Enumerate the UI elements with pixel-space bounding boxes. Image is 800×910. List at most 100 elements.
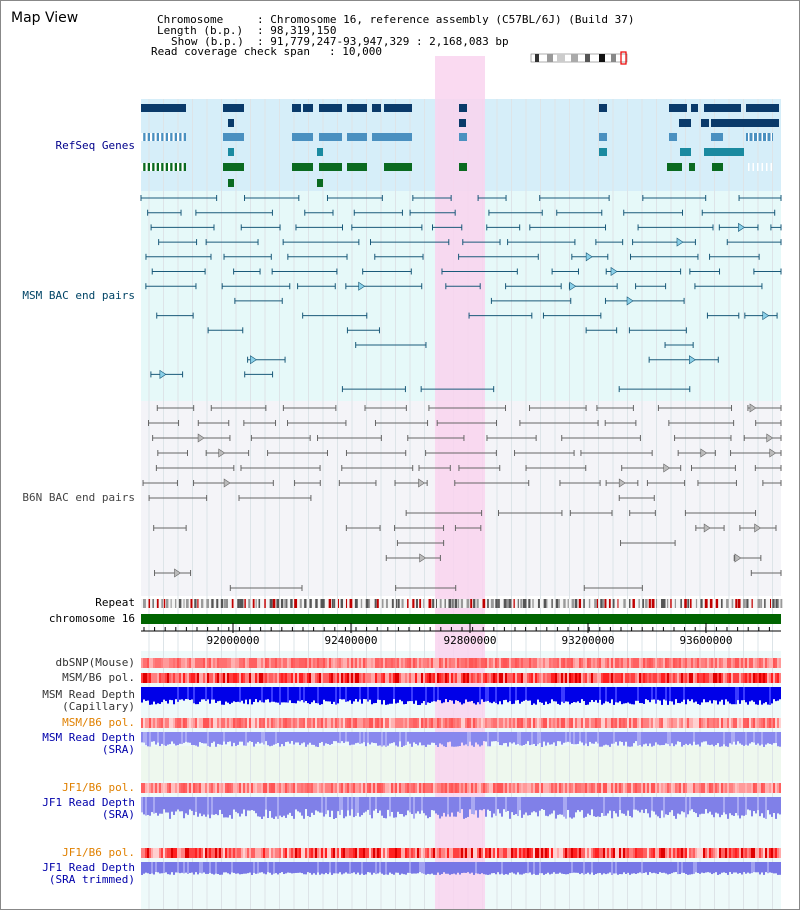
msm-depth-capillary-bar — [623, 687, 625, 704]
dbsnp-cell — [429, 658, 431, 668]
msm-b6-pol-cell — [199, 673, 201, 683]
jf1-depth-trimmed-bar — [377, 862, 379, 874]
msm-depth-capillary-bar — [655, 687, 657, 704]
msm-depth-sra-bar — [673, 732, 675, 747]
jf1-b6-pol-2-cell — [493, 848, 495, 858]
msm-depth-sra-bar — [153, 732, 155, 742]
msm-b6-pol-2-cell — [367, 718, 369, 728]
track-label-b6n-bac[interactable]: B6N BAC end pairs — [22, 491, 135, 504]
jf1-b6-pol-2-cell — [141, 848, 143, 858]
jf1-b6-pol-2-cell — [279, 848, 281, 858]
jf1-depth-trimmed-bar — [323, 862, 325, 875]
jf1-depth-sra-bar — [201, 797, 203, 817]
msm-b6-pol-2-cell — [293, 718, 295, 728]
jf1-b6-pol-cell — [185, 783, 187, 793]
jf1-b6-pol-2-cell — [155, 848, 157, 858]
jf1-b6-pol-2-cell — [433, 848, 435, 858]
jf1-depth-sra-bar — [227, 797, 229, 818]
jf1-b6-pol-cell — [211, 783, 213, 793]
msm-depth-capillary-bar — [639, 687, 641, 704]
msm-b6-pol-cell — [417, 673, 419, 683]
msm-b6-pol-2-cell — [691, 718, 693, 728]
jf1-b6-pol-cell — [153, 783, 155, 793]
jf1-depth-sra-bar — [161, 797, 163, 814]
jf1-depth-sra-bar — [179, 797, 181, 812]
repeat-element — [715, 599, 719, 608]
msm-b6-pol-cell — [177, 673, 179, 683]
jf1-depth-trimmed-bar — [755, 862, 757, 873]
jf1-depth-sra-bar — [523, 797, 525, 815]
msm-b6-pol-2-cell — [723, 718, 725, 728]
bac-end-arrow — [676, 237, 684, 247]
msm-depth-capillary-bar — [303, 687, 305, 703]
msm-b6-pol-cell — [253, 673, 255, 683]
msm-depth-sra-bar — [423, 732, 425, 746]
jf1-b6-pol-cell — [667, 783, 669, 793]
jf1-b6-pol-2-cell — [567, 848, 569, 858]
refseq-gene-track[interactable] — [141, 104, 779, 187]
msm-depth-capillary-bar — [215, 687, 217, 703]
msm-b6-pol-2-cell — [475, 718, 477, 728]
b6n-bac-track[interactable] — [142, 403, 782, 591]
msm-b6-pol-cell — [657, 673, 659, 683]
msm-depth-capillary-bar — [645, 687, 647, 700]
msm-depth-capillary-bar — [421, 687, 423, 704]
dbsnp-cell — [477, 658, 479, 668]
msm-b6-pol-2-cell — [191, 718, 193, 728]
dbsnp-cell — [521, 658, 523, 668]
jf1-depth-sra-bar — [693, 797, 695, 812]
msm-b6-pol-cell — [563, 673, 565, 683]
msm-b6-pol-2-cell — [653, 718, 655, 728]
msm-depth-sra-bar — [327, 732, 329, 744]
msm-b6-pol-2-cell — [621, 718, 623, 728]
exon-gap — [172, 163, 175, 171]
msm-depth-sra-bar — [651, 732, 653, 747]
msm-b6-pol-cell — [179, 673, 181, 683]
msm-b6-pol-2-cell — [151, 718, 153, 728]
jf1-depth-sra-bar — [593, 797, 595, 817]
jf1-b6-pol-2-cell — [163, 848, 165, 858]
repeat-element — [320, 599, 324, 608]
jf1-b6-pol-cell — [491, 783, 493, 793]
jf1-depth-sra-bar — [439, 797, 441, 819]
jf1-depth-sra-bar — [581, 797, 583, 811]
msm-b6-pol-2-cell — [605, 718, 607, 728]
msm-b6-pol-2-cell — [659, 718, 661, 728]
msm-b6-pol-2-cell — [363, 718, 365, 728]
jf1-depth-trimmed-bar — [697, 862, 699, 873]
jf1-b6-pol-cell — [303, 783, 305, 793]
jf1-b6-pol-cell — [507, 783, 509, 793]
repeat-track — [141, 599, 783, 608]
dbsnp-cell — [675, 658, 677, 668]
jf1-b6-pol-cell — [749, 783, 751, 793]
dbsnp-cell — [427, 658, 429, 668]
jf1-depth-sra-bar — [477, 797, 479, 818]
msm-depth-sra-bar — [429, 732, 431, 745]
msm-depth-capillary-bar — [475, 687, 477, 705]
jf1-b6-pol-2-cell — [283, 848, 285, 858]
msm-b6-pol-2-cell — [421, 718, 423, 728]
jf1-b6-pol-cell — [497, 783, 499, 793]
repeat-element — [546, 599, 548, 608]
jf1-b6-pol-cell — [699, 783, 701, 793]
msm-b6-pol-cell — [599, 673, 601, 683]
track-label-msm-bac[interactable]: MSM BAC end pairs — [22, 289, 135, 302]
msm-depth-capillary-bar — [735, 687, 737, 705]
dbsnp-cell — [397, 658, 399, 668]
msm-depth-sra-bar — [605, 732, 607, 745]
jf1-depth-trimmed-bar — [447, 862, 449, 874]
msm-depth-capillary-bar — [349, 687, 351, 701]
dbsnp-cell — [609, 658, 611, 668]
jf1-depth-sra-bar — [457, 797, 459, 812]
jf1-depth-trimmed-bar — [533, 862, 535, 874]
jf1-b6-pol-2-cell — [623, 848, 625, 858]
jf1-depth-trimmed-bar — [331, 862, 333, 875]
msm-b6-pol-cell — [353, 673, 355, 683]
jf1-b6-pol-cell — [207, 783, 209, 793]
msm-b6-pol-cell — [171, 673, 173, 683]
msm-depth-capillary-bar — [257, 687, 259, 703]
track-label-refseq[interactable]: RefSeq Genes — [55, 139, 135, 152]
msm-bac-track[interactable] — [140, 195, 782, 393]
jf1-b6-pol-cell — [309, 783, 311, 793]
